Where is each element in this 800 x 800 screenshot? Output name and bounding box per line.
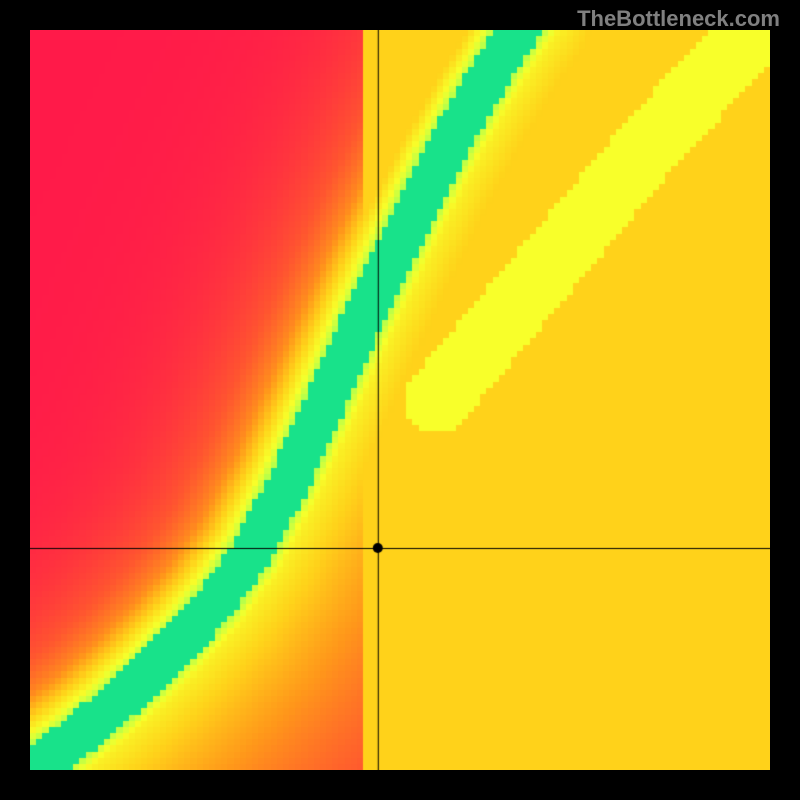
watermark-text: TheBottleneck.com — [577, 6, 780, 32]
chart-root: TheBottleneck.com — [0, 0, 800, 800]
bottleneck-heatmap — [30, 30, 770, 770]
